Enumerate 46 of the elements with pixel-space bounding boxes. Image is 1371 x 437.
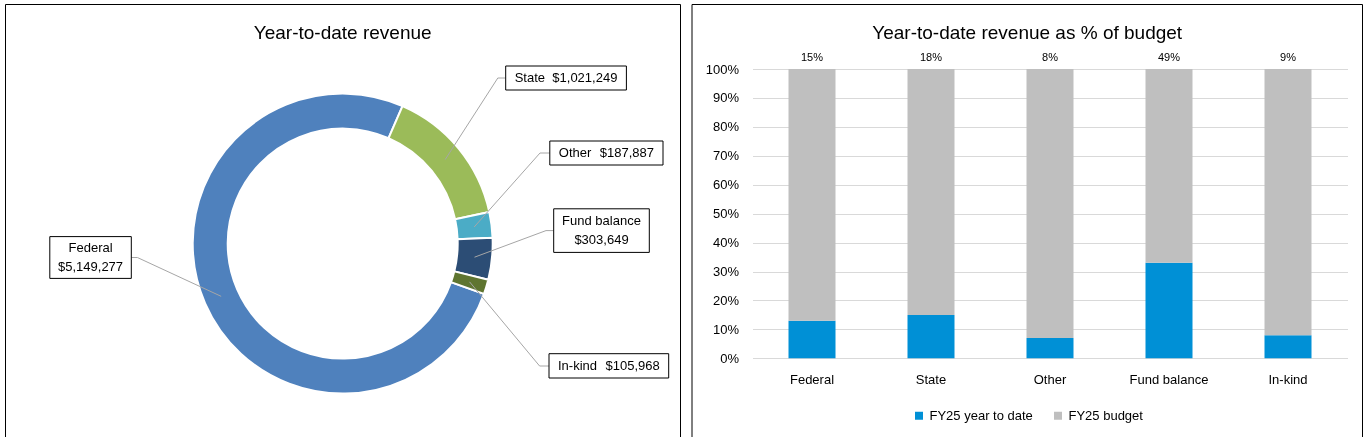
annotation: 15%: [800, 51, 824, 64]
y-tick-label: 20%: [712, 292, 740, 308]
bar: [1145, 262, 1193, 359]
chart-title: Year-to-date revenue: [253, 22, 432, 43]
bar: [788, 69, 836, 321]
y-tick-label: 70%: [712, 148, 740, 164]
slice-label: Other: [558, 145, 592, 160]
annotation: 18%: [919, 51, 943, 64]
annotation: 8%: [1042, 51, 1059, 64]
y-tick-label: 60%: [712, 177, 740, 193]
data-label: $105,968: [605, 357, 660, 373]
slice-label: State: [514, 70, 546, 85]
data-label: $303,649: [574, 231, 629, 247]
x-tick-label: Other: [1033, 371, 1067, 387]
data-label: $1,021,249: [552, 70, 618, 85]
bar: [1264, 335, 1312, 359]
bar: [1026, 69, 1074, 339]
y-tick-label: 40%: [712, 235, 740, 251]
bar: [907, 69, 955, 315]
annotation: 9%: [1280, 51, 1297, 64]
x-tick-label: Fund balance: [1129, 371, 1209, 387]
bar: [1026, 338, 1074, 359]
data-label: $187,887: [599, 145, 654, 160]
x-tick-label: In-kind: [1268, 371, 1308, 387]
y-tick-label: 90%: [712, 90, 740, 106]
chart-title: Year-to-date revenue as % of budget: [872, 21, 1183, 43]
legend-label: FY25 year to date: [929, 407, 1033, 423]
legend-label: FY25 budget: [1068, 407, 1144, 423]
slice-label: Federal: [68, 240, 113, 256]
slice-label: Fund balance: [562, 213, 641, 229]
annotation: 49%: [1157, 51, 1181, 64]
y-tick-label: 50%: [712, 206, 740, 222]
slice-label: In-kind: [558, 357, 598, 373]
bar: [788, 320, 836, 359]
y-tick-label: 0%: [720, 350, 740, 366]
y-tick-label: 80%: [712, 119, 740, 135]
y-tick-label: 100%: [705, 61, 740, 77]
donut-slice: [191, 92, 486, 395]
y-tick-label: 10%: [712, 321, 740, 337]
x-tick-label: State: [915, 371, 947, 387]
bar: [907, 314, 955, 359]
bar: [1145, 69, 1193, 263]
x-tick-label: Federal: [789, 371, 835, 387]
y-tick-label: 30%: [712, 264, 740, 280]
bar: [1264, 69, 1312, 336]
data-label: $5,149,277: [58, 258, 124, 274]
